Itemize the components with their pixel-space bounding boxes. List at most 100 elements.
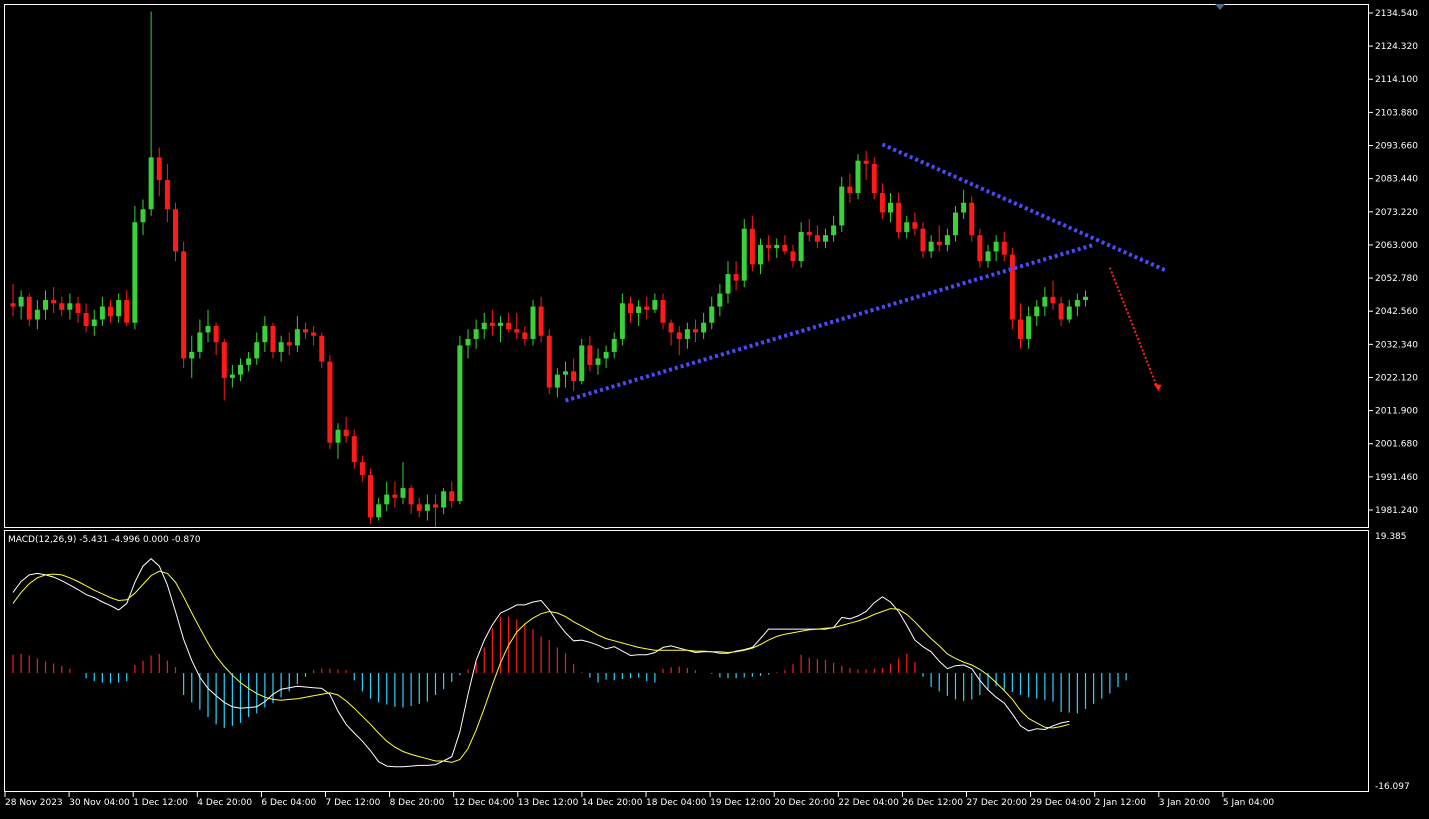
candle[interactable] (457, 335, 463, 505)
candle[interactable] (197, 319, 203, 359)
candle[interactable] (368, 468, 373, 524)
candle[interactable] (449, 481, 455, 508)
candle[interactable] (132, 206, 138, 330)
candle[interactable] (758, 238, 763, 275)
candle[interactable] (806, 218, 812, 242)
candle[interactable] (985, 244, 991, 268)
candle[interactable] (912, 212, 918, 236)
candle[interactable] (164, 163, 170, 223)
candle[interactable] (969, 196, 975, 242)
candle[interactable] (953, 206, 958, 242)
candle[interactable] (660, 293, 666, 330)
candle[interactable] (611, 332, 617, 359)
candle[interactable] (733, 261, 739, 291)
candle[interactable] (709, 296, 715, 330)
candle[interactable] (75, 296, 81, 323)
candle[interactable] (514, 313, 520, 339)
candle[interactable] (1066, 300, 1072, 323)
candle[interactable] (546, 329, 552, 395)
candle[interactable] (1083, 290, 1088, 307)
candle[interactable] (863, 150, 869, 181)
trendline-0[interactable] (564, 243, 1095, 403)
candle[interactable] (896, 193, 902, 239)
candle[interactable] (790, 244, 796, 268)
candle[interactable] (424, 494, 430, 521)
candle[interactable] (303, 322, 308, 339)
candle[interactable] (465, 329, 471, 359)
candle[interactable] (254, 332, 260, 365)
candle[interactable] (384, 481, 390, 511)
candle[interactable] (603, 345, 609, 369)
candle[interactable] (879, 183, 885, 219)
candle[interactable] (124, 290, 130, 326)
candle[interactable] (481, 313, 487, 339)
candle[interactable] (441, 488, 447, 515)
candle[interactable] (668, 319, 674, 346)
candle[interactable] (595, 348, 601, 375)
candle[interactable] (343, 416, 349, 443)
candle[interactable] (749, 215, 755, 271)
candle[interactable] (571, 358, 577, 391)
candle[interactable] (408, 484, 414, 515)
candle[interactable] (644, 296, 650, 320)
candle[interactable] (498, 316, 503, 343)
candle[interactable] (67, 293, 73, 320)
candle[interactable] (725, 261, 731, 304)
candle[interactable] (10, 283, 16, 317)
candle[interactable] (766, 235, 772, 262)
candle[interactable] (1050, 280, 1056, 310)
candle[interactable] (563, 361, 568, 388)
candle[interactable] (693, 319, 698, 343)
candle[interactable] (619, 293, 625, 346)
candle[interactable] (91, 309, 97, 336)
candle[interactable] (993, 235, 999, 262)
trendline-1[interactable] (881, 142, 1168, 273)
candle[interactable] (83, 303, 89, 333)
candle[interactable] (148, 11, 154, 216)
candle[interactable] (400, 462, 406, 505)
candle[interactable] (376, 497, 382, 521)
candle[interactable] (701, 313, 707, 339)
candle[interactable] (814, 225, 820, 249)
candle[interactable] (855, 154, 861, 200)
candle[interactable] (920, 222, 926, 258)
candle[interactable] (43, 290, 48, 320)
candle[interactable] (116, 293, 122, 323)
candle[interactable] (489, 309, 495, 336)
candle[interactable] (1042, 287, 1048, 317)
candle[interactable] (741, 218, 747, 288)
candle[interactable] (156, 147, 162, 197)
chart-shift-marker-icon[interactable] (1215, 4, 1225, 10)
candle[interactable] (416, 497, 422, 518)
candle[interactable] (676, 325, 682, 356)
candle[interactable] (1074, 293, 1080, 317)
candle[interactable] (977, 228, 983, 268)
candle[interactable] (294, 316, 300, 352)
candle[interactable] (522, 325, 528, 346)
candle[interactable] (351, 429, 357, 469)
candle[interactable] (904, 215, 910, 239)
candle[interactable] (652, 293, 658, 314)
candle[interactable] (684, 322, 690, 349)
candle[interactable] (246, 351, 252, 372)
candle[interactable] (847, 173, 853, 203)
candle[interactable] (628, 296, 633, 323)
candle[interactable] (1001, 231, 1007, 262)
candle[interactable] (717, 283, 723, 317)
candle[interactable] (823, 228, 828, 249)
candle[interactable] (782, 235, 788, 255)
candle[interactable] (433, 494, 438, 527)
candle[interactable] (579, 338, 585, 385)
candle[interactable] (961, 189, 967, 219)
candle[interactable] (311, 325, 317, 346)
candle[interactable] (774, 238, 780, 258)
candle[interactable] (587, 335, 593, 372)
candle[interactable] (108, 300, 113, 323)
candle[interactable] (140, 199, 146, 236)
candle[interactable] (26, 293, 32, 326)
candle[interactable] (530, 300, 536, 346)
candle[interactable] (286, 332, 292, 356)
candle[interactable] (392, 481, 398, 508)
